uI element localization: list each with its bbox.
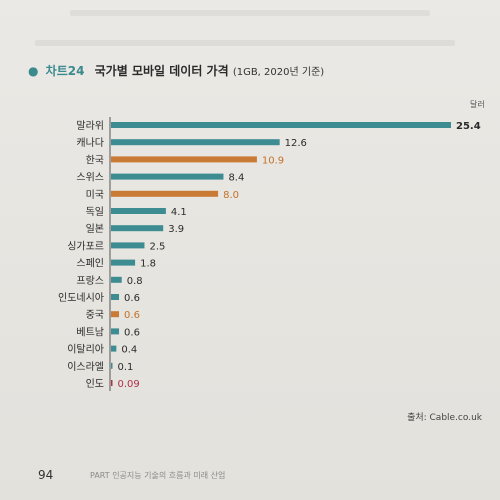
category-label: 중국 [86,309,104,321]
bar [111,328,120,335]
bar [111,139,280,146]
bar [111,294,120,300]
title-bullet: ● [28,64,39,78]
value-label: 4.1 [171,207,187,218]
bar [111,156,257,163]
value-label: 8.0 [223,190,239,201]
unit-label: 달러 [470,100,485,109]
value-label: 3.9 [168,224,184,235]
bar [111,208,166,214]
category-label: 스위스 [76,171,104,184]
chart-number: 차트24 [45,64,85,78]
chart-title-text: 국가별 모바일 데이터 가격 [94,64,229,78]
value-label: 0.6 [124,293,140,304]
value-label: 0.8 [127,276,143,287]
bar [111,190,219,197]
category-label: 독일 [86,206,104,218]
category-label: 한국 [86,154,104,166]
value-label: 2.5 [149,241,165,252]
category-label: 이스라엘 [67,360,104,373]
category-label: 인도 [86,378,104,390]
category-label: 캐나다 [76,137,104,149]
category-label: 스페인 [76,258,104,270]
category-label: 말라위 [76,119,104,132]
bar [111,276,122,283]
value-label: 0.6 [124,327,140,338]
page-number: 94 [38,468,54,482]
bar [111,380,113,386]
category-label: 프랑스 [76,275,104,287]
category-label: 일본 [86,223,104,235]
value-label: 0.09 [118,379,140,390]
value-label: 0.4 [121,345,137,356]
chart-title: ● 차트24 국가별 모바일 데이터 가격 (1GB, 2020년 기준) [28,62,324,79]
category-label: 베트남 [76,326,104,338]
value-label: 0.6 [124,310,140,321]
bar [111,311,120,318]
value-label: 10.9 [262,155,284,166]
category-label: 이탈리아 [67,343,104,356]
value-label: 12.6 [285,138,307,149]
bar [111,122,451,128]
value-label: 0.1 [118,362,134,373]
category-label: 싱가포르 [67,240,104,252]
page-footer: PART 인공지능 기술의 흐름과 미래 산업 [90,471,226,480]
bar [111,259,136,266]
bar [111,345,117,352]
bar [111,225,164,232]
value-label: 1.8 [140,259,156,270]
bar [111,242,145,249]
bar [111,173,224,180]
category-label: 미국 [86,189,104,201]
category-label: 인도네시아 [58,292,104,304]
bar [111,362,113,369]
chart-subtitle: (1GB, 2020년 기준) [232,67,325,78]
value-label: 25.4 [456,121,481,132]
value-label: 8.4 [228,173,244,184]
chart-source: 출처: Cable.co.uk [407,413,482,423]
